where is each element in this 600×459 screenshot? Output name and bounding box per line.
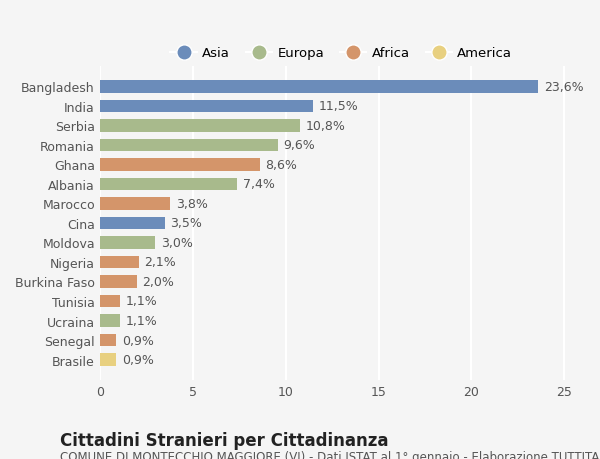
Text: 23,6%: 23,6%: [544, 81, 584, 94]
Text: 7,4%: 7,4%: [243, 178, 275, 191]
Bar: [100, 178, 237, 191]
Bar: [100, 217, 165, 230]
Text: Cittadini Stranieri per Cittadinanza: Cittadini Stranieri per Cittadinanza: [60, 431, 389, 449]
Bar: [100, 198, 170, 210]
Bar: [100, 334, 116, 347]
Bar: [100, 101, 313, 113]
Text: 8,6%: 8,6%: [265, 159, 297, 172]
Text: 10,8%: 10,8%: [306, 120, 346, 133]
Text: COMUNE DI MONTECCHIO MAGGIORE (VI) - Dati ISTAT al 1° gennaio - Elaborazione TUT: COMUNE DI MONTECCHIO MAGGIORE (VI) - Dat…: [60, 450, 600, 459]
Bar: [100, 237, 155, 249]
Text: 9,6%: 9,6%: [284, 139, 316, 152]
Bar: [100, 140, 278, 152]
Bar: [100, 81, 538, 94]
Text: 3,8%: 3,8%: [176, 197, 208, 211]
Text: 3,0%: 3,0%: [161, 236, 193, 249]
Text: 0,9%: 0,9%: [122, 353, 154, 366]
Text: 2,1%: 2,1%: [145, 256, 176, 269]
Bar: [100, 256, 139, 269]
Bar: [100, 353, 116, 366]
Text: 1,1%: 1,1%: [126, 295, 158, 308]
Text: 11,5%: 11,5%: [319, 100, 359, 113]
Bar: [100, 275, 137, 288]
Bar: [100, 314, 120, 327]
Legend: Asia, Europa, Africa, America: Asia, Europa, Africa, America: [165, 42, 518, 65]
Text: 3,5%: 3,5%: [170, 217, 202, 230]
Bar: [100, 120, 301, 133]
Bar: [100, 159, 260, 171]
Text: 0,9%: 0,9%: [122, 334, 154, 347]
Text: 2,0%: 2,0%: [142, 275, 175, 288]
Text: 1,1%: 1,1%: [126, 314, 158, 327]
Bar: [100, 295, 120, 308]
